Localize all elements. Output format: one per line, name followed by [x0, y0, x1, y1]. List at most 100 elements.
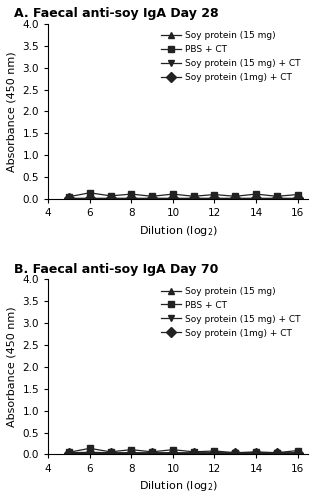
PBS + CT [213, 448, 216, 454]
Soy protein (15 mg) + CT [192, 450, 196, 456]
Soy protein (15 mg) [150, 194, 154, 200]
Soy protein (1mg) + CT [213, 194, 216, 200]
Soy protein (15 mg) + CT [109, 450, 112, 456]
Y-axis label: Absorbance (450 nm): Absorbance (450 nm) [7, 306, 17, 428]
PBS + CT [254, 449, 258, 455]
Soy protein (15 mg) + CT [275, 194, 279, 200]
Soy protein (1mg) + CT [192, 450, 196, 456]
Soy protein (15 mg) + CT [171, 450, 175, 456]
Y-axis label: Absorbance (450 nm): Absorbance (450 nm) [7, 51, 17, 172]
Soy protein (1mg) + CT [150, 450, 154, 456]
PBS + CT [109, 193, 112, 199]
Soy protein (15 mg) + CT [109, 194, 112, 200]
Soy protein (1mg) + CT [109, 194, 112, 200]
Line: Soy protein (15 mg): Soy protein (15 mg) [66, 194, 301, 201]
PBS + CT [67, 450, 71, 456]
Soy protein (15 mg) + CT [254, 450, 258, 456]
Soy protein (15 mg) + CT [88, 194, 92, 200]
Soy protein (1mg) + CT [88, 450, 92, 456]
Line: Soy protein (15 mg): Soy protein (15 mg) [66, 450, 301, 456]
Soy protein (1mg) + CT [109, 450, 112, 456]
PBS + CT [192, 449, 196, 455]
Legend: Soy protein (15 mg), PBS + CT, Soy protein (15 mg) + CT, Soy protein (1mg) + CT: Soy protein (15 mg), PBS + CT, Soy prote… [158, 28, 304, 84]
PBS + CT [275, 194, 279, 200]
Line: PBS + CT: PBS + CT [66, 190, 301, 200]
PBS + CT [296, 192, 300, 198]
PBS + CT [88, 190, 92, 196]
Soy protein (15 mg) [233, 450, 237, 456]
Soy protein (15 mg) + CT [213, 194, 216, 200]
Soy protein (1mg) + CT [254, 194, 258, 200]
Line: Soy protein (1mg) + CT: Soy protein (1mg) + CT [66, 194, 301, 201]
Legend: Soy protein (15 mg), PBS + CT, Soy protein (15 mg) + CT, Soy protein (1mg) + CT: Soy protein (15 mg), PBS + CT, Soy prote… [158, 284, 304, 341]
Soy protein (15 mg) [192, 450, 196, 456]
PBS + CT [233, 194, 237, 200]
Soy protein (15 mg) [171, 450, 175, 456]
Soy protein (15 mg) + CT [233, 450, 237, 456]
Soy protein (15 mg) + CT [67, 450, 71, 456]
Soy protein (15 mg) + CT [129, 450, 133, 456]
Soy protein (15 mg) [296, 450, 300, 456]
PBS + CT [192, 194, 196, 200]
Soy protein (15 mg) [129, 450, 133, 456]
Soy protein (15 mg) [254, 194, 258, 200]
Soy protein (1mg) + CT [171, 194, 175, 200]
Text: A. Faecal anti-soy IgA Day 28: A. Faecal anti-soy IgA Day 28 [14, 7, 219, 20]
Soy protein (15 mg) [171, 194, 175, 200]
Soy protein (1mg) + CT [233, 450, 237, 456]
Soy protein (15 mg) [296, 194, 300, 200]
Soy protein (1mg) + CT [150, 194, 154, 200]
PBS + CT [171, 191, 175, 197]
Line: PBS + CT: PBS + CT [66, 445, 301, 456]
Soy protein (1mg) + CT [213, 450, 216, 456]
Soy protein (1mg) + CT [129, 450, 133, 456]
PBS + CT [233, 450, 237, 456]
Soy protein (15 mg) + CT [150, 450, 154, 456]
Soy protein (1mg) + CT [275, 194, 279, 200]
PBS + CT [171, 446, 175, 452]
PBS + CT [150, 449, 154, 455]
Soy protein (15 mg) + CT [296, 450, 300, 456]
Soy protein (15 mg) [192, 194, 196, 200]
Soy protein (15 mg) + CT [171, 194, 175, 200]
Soy protein (15 mg) [213, 194, 216, 200]
Line: Soy protein (1mg) + CT: Soy protein (1mg) + CT [66, 450, 301, 456]
Soy protein (1mg) + CT [254, 450, 258, 456]
PBS + CT [129, 446, 133, 452]
Soy protein (15 mg) [213, 450, 216, 456]
Soy protein (15 mg) [109, 194, 112, 200]
Soy protein (1mg) + CT [233, 194, 237, 200]
Soy protein (15 mg) [275, 194, 279, 200]
Soy protein (1mg) + CT [275, 450, 279, 456]
Soy protein (15 mg) [129, 194, 133, 200]
Soy protein (15 mg) + CT [67, 194, 71, 200]
Line: Soy protein (15 mg) + CT: Soy protein (15 mg) + CT [66, 449, 301, 456]
PBS + CT [275, 450, 279, 456]
Soy protein (15 mg) + CT [88, 450, 92, 456]
Soy protein (15 mg) [67, 450, 71, 456]
Soy protein (1mg) + CT [67, 194, 71, 200]
Soy protein (1mg) + CT [296, 194, 300, 200]
PBS + CT [67, 194, 71, 200]
Line: Soy protein (15 mg) + CT: Soy protein (15 mg) + CT [66, 194, 301, 201]
X-axis label: Dilution (log$_2$): Dilution (log$_2$) [139, 479, 217, 493]
Soy protein (15 mg) + CT [296, 194, 300, 200]
Soy protein (1mg) + CT [171, 450, 175, 456]
Soy protein (15 mg) [67, 194, 71, 200]
Soy protein (15 mg) + CT [275, 450, 279, 456]
PBS + CT [129, 191, 133, 197]
Soy protein (15 mg) [88, 194, 92, 200]
Soy protein (1mg) + CT [67, 450, 71, 456]
PBS + CT [296, 448, 300, 454]
PBS + CT [88, 446, 92, 452]
Soy protein (15 mg) [88, 450, 92, 456]
Soy protein (15 mg) + CT [213, 450, 216, 456]
Soy protein (15 mg) [275, 450, 279, 456]
Soy protein (15 mg) [109, 450, 112, 456]
X-axis label: Dilution (log$_2$): Dilution (log$_2$) [139, 224, 217, 237]
PBS + CT [254, 191, 258, 197]
Soy protein (15 mg) [150, 450, 154, 456]
Soy protein (15 mg) [233, 194, 237, 200]
Soy protein (1mg) + CT [88, 194, 92, 200]
PBS + CT [109, 449, 112, 455]
